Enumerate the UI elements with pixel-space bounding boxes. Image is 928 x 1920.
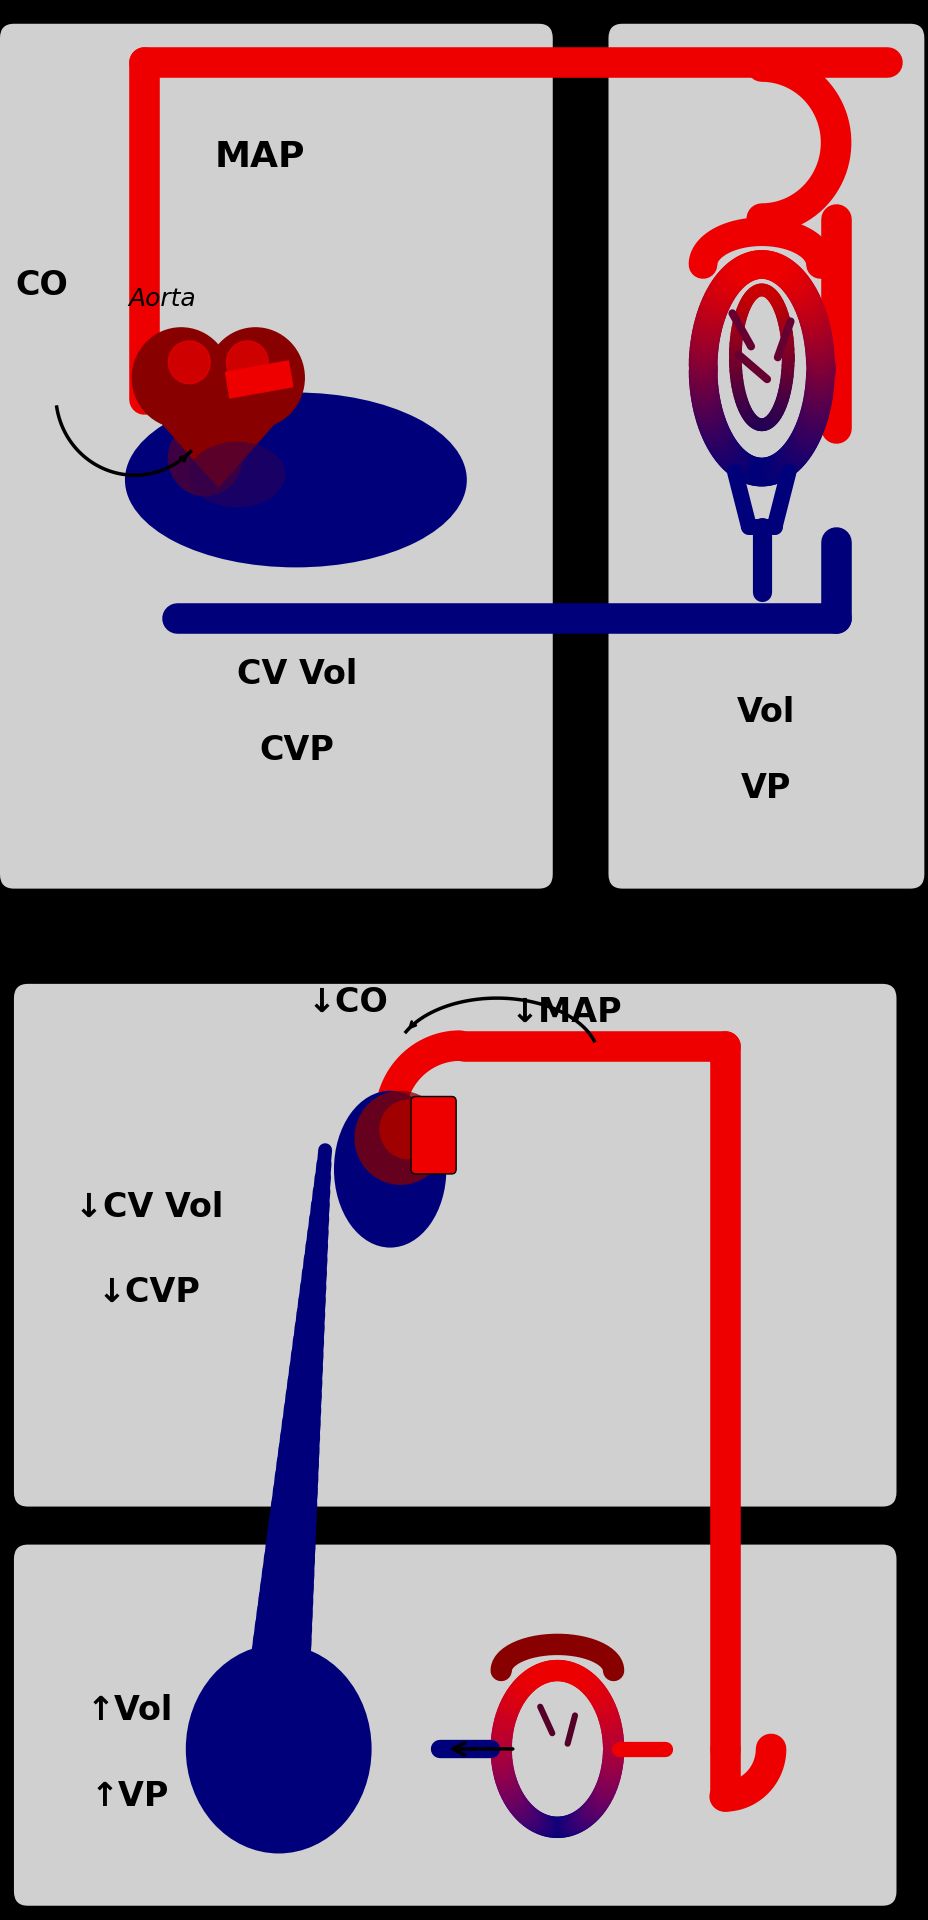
Ellipse shape (167, 420, 242, 497)
Text: ↓CO: ↓CO (308, 987, 388, 1020)
Circle shape (380, 1100, 437, 1160)
Text: MAP: MAP (214, 140, 305, 175)
Ellipse shape (354, 1091, 446, 1185)
Circle shape (133, 328, 230, 428)
Ellipse shape (188, 442, 285, 507)
Text: Aorta: Aorta (129, 288, 196, 311)
FancyBboxPatch shape (0, 23, 552, 889)
Text: CO: CO (16, 269, 68, 301)
Text: VP: VP (741, 772, 791, 804)
Text: CVP: CVP (260, 733, 334, 768)
Circle shape (168, 342, 210, 384)
Text: Vol: Vol (737, 697, 794, 730)
Ellipse shape (186, 1644, 371, 1853)
Text: ↓CV Vol: ↓CV Vol (74, 1190, 223, 1223)
Ellipse shape (334, 1091, 446, 1248)
Ellipse shape (124, 392, 466, 568)
Text: ↓CVP: ↓CVP (97, 1277, 200, 1309)
FancyBboxPatch shape (14, 1544, 896, 1907)
Text: ↑Vol: ↑Vol (87, 1695, 173, 1728)
Circle shape (226, 342, 268, 384)
FancyBboxPatch shape (14, 983, 896, 1507)
Text: CV Vol: CV Vol (237, 659, 357, 691)
Text: ↑VP: ↑VP (91, 1780, 169, 1812)
Text: ↓MAP: ↓MAP (510, 996, 622, 1029)
FancyBboxPatch shape (608, 23, 923, 889)
Circle shape (206, 328, 303, 428)
Bar (226, 361, 292, 397)
FancyBboxPatch shape (411, 1096, 456, 1173)
Ellipse shape (151, 409, 248, 530)
Polygon shape (135, 392, 302, 488)
